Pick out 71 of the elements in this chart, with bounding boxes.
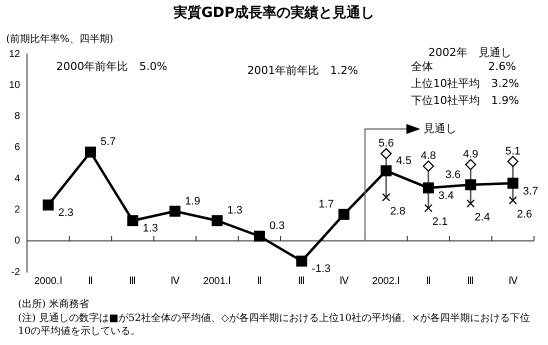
annotation: 全体 2.6% xyxy=(411,58,516,74)
y-tick-label: -2 xyxy=(11,266,21,278)
point xyxy=(424,204,433,212)
x-tick-label: Ⅲ xyxy=(129,276,136,287)
data-label: 2.8 xyxy=(390,205,406,218)
x-tick-label: Ⅲ xyxy=(467,276,474,287)
x-tick-label: Ⅲ xyxy=(298,276,306,287)
x-tick-label: Ⅳ xyxy=(508,276,518,287)
y-tick-label: 8 xyxy=(14,111,21,122)
y-tick-label: 2 xyxy=(14,204,21,216)
data-label: 2.3 xyxy=(58,207,74,220)
annotation: 見通し xyxy=(423,120,456,136)
data-label: 1.3 xyxy=(142,222,158,235)
x-tick-label: 2000.Ⅰ xyxy=(34,276,62,287)
data-label: 1.7 xyxy=(318,198,334,210)
data-label: 2.4 xyxy=(474,212,490,224)
data-label: 2.1 xyxy=(432,216,448,228)
y-tick-label: 6 xyxy=(14,142,21,154)
point xyxy=(380,165,392,176)
x-tick-label: Ⅳ xyxy=(170,276,180,287)
point xyxy=(127,215,138,226)
point xyxy=(254,230,265,242)
point xyxy=(382,193,390,202)
data-label: 3.6 xyxy=(445,168,461,181)
point xyxy=(422,182,434,194)
point xyxy=(508,196,518,205)
point xyxy=(380,148,392,160)
data-label: 4.8 xyxy=(420,150,436,162)
point xyxy=(465,179,476,190)
point xyxy=(422,160,434,172)
data-label: 3.4 xyxy=(438,190,454,202)
data-label: 5.1 xyxy=(505,145,521,158)
x-tick-label: 2002.Ⅰ xyxy=(372,276,400,287)
annotation: 2001年前年比 1.2% xyxy=(247,63,358,78)
x-tick-label: 2001.Ⅰ xyxy=(203,276,232,287)
point xyxy=(507,178,518,189)
point xyxy=(507,156,518,168)
point xyxy=(296,256,308,267)
y-tick-label: 0 xyxy=(14,236,21,247)
annotation: 上位10社平均 3.2% xyxy=(411,76,520,91)
point xyxy=(84,146,96,158)
data-label: 3.7 xyxy=(522,185,538,198)
data-label: -1.3 xyxy=(312,263,331,276)
data-label: 5.7 xyxy=(100,136,116,148)
data-label: 4.5 xyxy=(396,154,412,167)
y-tick-label: 12 xyxy=(9,48,21,60)
point xyxy=(169,206,180,217)
x-tick-label: Ⅳ xyxy=(339,276,350,287)
data-label: 2.6 xyxy=(516,208,532,220)
y-tick-label: 10 xyxy=(9,80,21,91)
x-tick-label: Ⅱ xyxy=(426,276,431,287)
point xyxy=(212,215,223,226)
annotation: 2000年前年比 5.0% xyxy=(56,58,168,74)
data-label: 4.9 xyxy=(462,148,478,161)
chart-title: 実質GDP成長率の実績と見通し xyxy=(172,4,376,22)
data-label: 1.9 xyxy=(184,195,200,208)
y-axis-title: (前期比年率%、四半期) xyxy=(6,32,114,46)
x-tick-label: Ⅱ xyxy=(88,276,93,287)
data-label: 1.3 xyxy=(227,204,242,217)
annotation: 下位10社平均 1.9% xyxy=(411,92,520,108)
data-label: 5.6 xyxy=(378,138,394,150)
annotation: 2002年 見通し xyxy=(428,44,512,60)
y-tick-label: 4 xyxy=(14,173,21,184)
point xyxy=(42,200,54,211)
point xyxy=(338,208,350,220)
data-label: 0.3 xyxy=(269,220,285,232)
point xyxy=(465,158,476,170)
text: (注) 見通しの数字は■が52社全体の平均値、◇が各四半期における上位10社の平均値、×が各四半期における下位10の平均値を示している。 xyxy=(18,312,531,338)
point xyxy=(466,199,475,208)
x-tick-label: Ⅱ xyxy=(256,276,262,287)
text: (出所) 米商務省 xyxy=(18,298,90,311)
